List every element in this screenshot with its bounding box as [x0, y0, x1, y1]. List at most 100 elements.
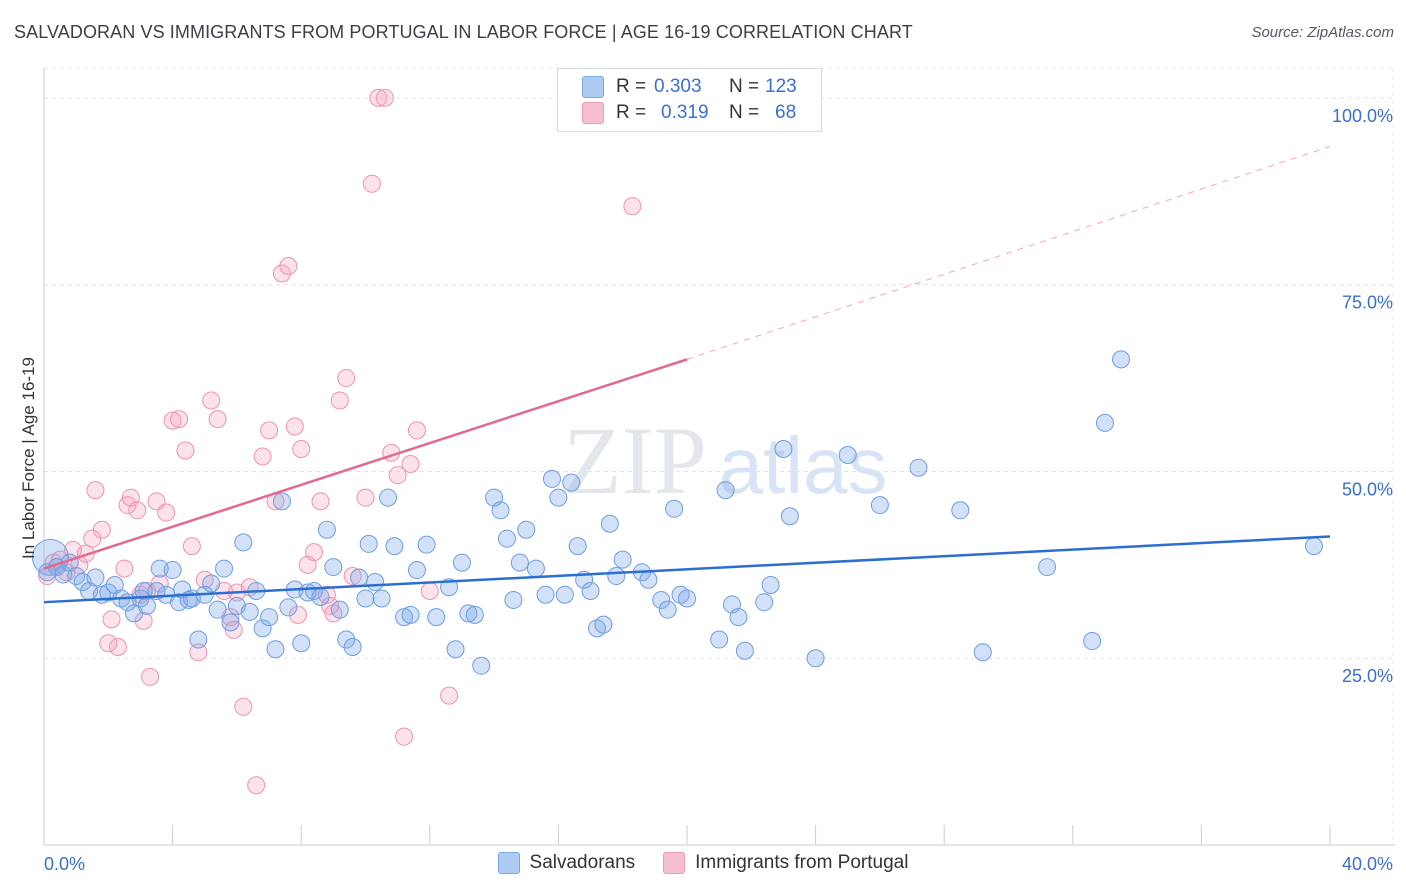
y-tick-label: 50.0%	[1342, 479, 1393, 499]
series-legend-salvadorans[interactable]: Salvadorans	[497, 852, 636, 874]
series-name-portugal: Immigrants from Portugal	[695, 852, 909, 873]
portugal-point	[321, 596, 340, 615]
salvadoran-point	[446, 640, 465, 659]
salvadoran-point	[366, 573, 385, 592]
tick-labels: 25.0% 50.0% 75.0% 100.0% 0.0% 40.0%	[44, 106, 1393, 874]
salvadoran-point	[710, 630, 729, 649]
salvadoran-point	[678, 589, 696, 608]
axes	[43, 68, 1395, 846]
legend-r-value: 0.319	[661, 102, 709, 123]
legend-row-salvadorans: R = 0.303 N = 123	[582, 75, 797, 99]
salvadoran-point	[973, 643, 992, 662]
portugal-point	[163, 411, 182, 430]
salvadoran-point	[202, 574, 221, 593]
salvadoran-point	[292, 634, 311, 653]
portugal-point	[128, 501, 147, 520]
salvadoran-point	[221, 613, 240, 632]
salvadoran-point	[1038, 558, 1057, 577]
salvadoran-point	[755, 593, 774, 612]
portugal-point	[395, 727, 414, 746]
portugal-point	[108, 638, 127, 657]
portugal-point	[92, 520, 111, 539]
salvadoran-point	[510, 553, 529, 572]
salvadoran-point	[491, 501, 510, 520]
salvadoran-point	[356, 589, 375, 608]
portugal-point	[170, 410, 189, 429]
portugal-point	[440, 686, 459, 705]
portugal-point	[420, 581, 439, 600]
salvadoran-point	[266, 640, 285, 659]
salvadoran-point	[658, 600, 677, 619]
legend-row-portugal: R = 0.319 N = 68	[582, 101, 796, 125]
portugal-point	[253, 447, 272, 466]
salvadoran-points	[31, 350, 1323, 675]
legend-n-label: N =	[729, 102, 760, 123]
portugal-point	[247, 776, 266, 795]
salvadoran-point	[38, 563, 57, 582]
salvadoran-point	[594, 615, 613, 634]
salvadoran-point	[359, 534, 378, 553]
salvadoran-point	[497, 529, 516, 548]
salvadoran-point	[427, 608, 446, 627]
portugal-point	[83, 529, 102, 548]
salvadoran-point	[562, 473, 581, 492]
watermark-zip: ZIP	[563, 407, 707, 514]
salvadoran-point	[401, 605, 420, 624]
series-name-salvadorans: Salvadorans	[529, 852, 636, 873]
portugal-point	[189, 643, 208, 662]
salvadoran-point	[600, 514, 619, 533]
portugal-point	[401, 454, 420, 473]
salvadoran-point	[542, 469, 561, 488]
salvadoran-point	[472, 656, 491, 675]
salvadoran-point	[909, 458, 928, 477]
portugal-point	[102, 610, 121, 629]
legend-n-label: N =	[729, 76, 760, 97]
portugal-point	[115, 559, 134, 578]
series-legend: Salvadorans Immigrants from Portugal	[0, 852, 1406, 874]
salvadoran-point	[1095, 413, 1114, 432]
portugal-point	[369, 88, 388, 107]
salvadoran-point	[234, 533, 253, 552]
salvadoran-point	[581, 581, 600, 600]
portugal-point	[288, 605, 307, 624]
salvadoran-point	[240, 602, 259, 621]
legend-swatch-salvadorans	[582, 76, 604, 98]
salvadoran-point	[536, 585, 555, 604]
portugal-point	[134, 611, 153, 630]
salvadoran-point	[452, 553, 471, 572]
salvadoran-point	[607, 567, 626, 586]
salvadoran-point	[407, 561, 426, 580]
salvadoran-point	[1304, 537, 1323, 556]
legend-n-value: 68	[775, 102, 797, 123]
portugal-point	[285, 417, 304, 436]
x-tick-label: 40.0%	[1342, 854, 1393, 874]
salvadoran-point	[208, 600, 227, 619]
y-axis-label: In Labor Force | Age 16-19	[19, 357, 38, 559]
salvadoran-point	[652, 590, 671, 609]
salvadoran-point	[137, 596, 156, 615]
salvadoran-point	[870, 496, 889, 515]
portugal-point	[141, 667, 160, 686]
portugal-point	[356, 488, 375, 507]
portugal-point	[76, 544, 95, 563]
trend-lines	[43, 145, 1331, 604]
series-swatch-salvadorans	[497, 852, 520, 874]
salvadoran-point	[459, 604, 478, 623]
salvadoran-point	[54, 565, 73, 584]
salvadoran-point	[951, 501, 970, 520]
salvadoran-point	[613, 550, 632, 569]
portugal-point	[330, 391, 349, 410]
legend-r-value: 0.303	[654, 76, 702, 97]
salvadoran-point	[465, 605, 484, 624]
series-legend-portugal[interactable]: Immigrants from Portugal	[663, 852, 908, 874]
portugal-point	[99, 634, 118, 653]
chart-title: SALVADORAN VS IMMIGRANTS FROM PORTUGAL I…	[14, 22, 913, 42]
portugal-point	[292, 440, 311, 459]
x-tick-label: 0.0%	[44, 854, 85, 874]
salvadoran-point	[260, 608, 279, 627]
salvadoran-point	[780, 507, 799, 526]
salvadoran-point	[838, 446, 857, 465]
portugal-point	[623, 197, 642, 216]
salvadoran-point	[735, 641, 754, 660]
salvadoran-point	[549, 488, 568, 507]
